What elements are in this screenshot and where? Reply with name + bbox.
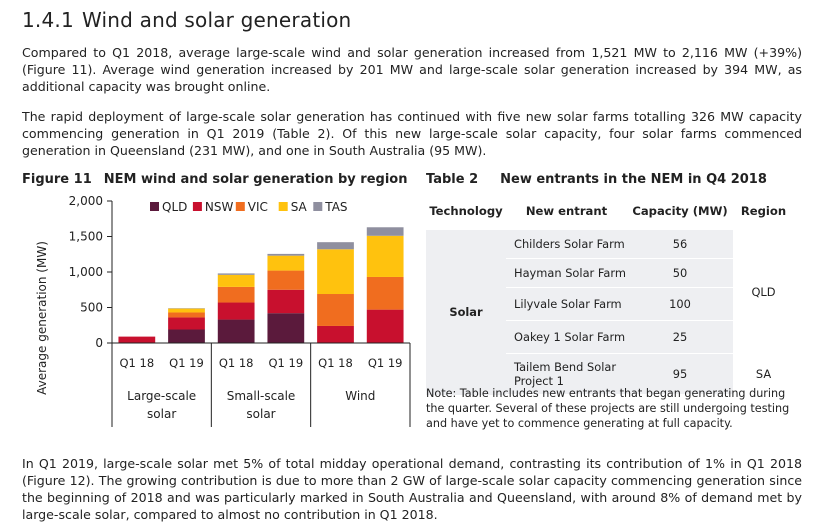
table-row: Solar Childers Solar Farm 56 QLD bbox=[426, 229, 794, 395]
header-technology: Technology bbox=[426, 193, 506, 230]
bar-segment-nsw bbox=[267, 289, 305, 314]
region-cell: SA bbox=[733, 353, 794, 395]
bar-segment-sa bbox=[168, 308, 205, 313]
group-label: Wind bbox=[345, 389, 375, 403]
bar-segment-sa bbox=[366, 235, 404, 277]
y-axis: 2,000 1,500 1,000 500 0 bbox=[69, 194, 113, 350]
y-tick-label: 1,000 bbox=[69, 265, 103, 279]
capacity-cell: 100 bbox=[627, 287, 733, 321]
group-label: Large-scale bbox=[127, 389, 196, 403]
bar-segment-vic bbox=[168, 312, 205, 318]
legend-label-tas: TAS bbox=[324, 200, 347, 214]
legend-swatch-nsw bbox=[192, 202, 202, 211]
header-region: Region bbox=[733, 193, 794, 230]
table-row: Lilyvale Solar Farm 100 bbox=[426, 287, 794, 321]
legend-label-qld: QLD bbox=[162, 200, 187, 214]
figure-caption: Figure 11 NEM wind and solar generation b… bbox=[22, 172, 407, 187]
legend-swatch-qld bbox=[150, 202, 159, 211]
generation-chart: Average generation (MW) 2,000 1,500 1,000 5… bbox=[35, 194, 411, 427]
bar-segment-qld bbox=[217, 319, 255, 343]
bar-segment-vic bbox=[267, 270, 305, 290]
group-label: solar bbox=[246, 407, 275, 421]
paragraph-deployment: The rapid deployment of large-scale sola… bbox=[22, 109, 802, 158]
x-tick-label: Q1 19 bbox=[268, 356, 303, 370]
technology-cell: Solar bbox=[426, 229, 506, 395]
bar-series bbox=[118, 227, 404, 343]
bar-segment-sa bbox=[317, 249, 354, 295]
x-axis: Q1 18 Q1 19 Q1 18 Q1 19 Q1 18 Q1 19 Large-scal… bbox=[111, 342, 411, 427]
y-tick-label: 1,500 bbox=[69, 230, 103, 244]
legend-label-vic: VIC bbox=[248, 200, 268, 214]
bar-segment-nsw bbox=[168, 317, 205, 330]
bar-segment-tas bbox=[366, 227, 404, 236]
header-new-entrant: New entrant bbox=[506, 193, 627, 230]
x-tick-label: Q1 19 bbox=[169, 356, 204, 370]
y-tick-label: 500 bbox=[80, 301, 103, 315]
bar-segment-nsw bbox=[366, 309, 404, 343]
figure-label: Figure 11 bbox=[22, 172, 92, 187]
bar-segment-vic bbox=[217, 286, 255, 303]
section-heading: 1.4.1 Wind and solar generation bbox=[22, 8, 351, 32]
entrant-cell: Tailem Bend Solar Project 1 bbox=[506, 353, 627, 395]
legend-label-sa: SA bbox=[291, 200, 308, 214]
entrant-cell: Childers Solar Farm bbox=[506, 229, 627, 259]
capacity-cell: 25 bbox=[627, 320, 733, 354]
bar-segment-qld bbox=[267, 313, 305, 343]
table-header-row: Technology New entrant Capacity (MW) Reg… bbox=[426, 193, 794, 230]
bar-segment-nsw bbox=[317, 325, 354, 343]
paragraph-demand: In Q1 2019, large-scale solar met 5% of … bbox=[22, 456, 802, 522]
bar-segment-qld bbox=[168, 329, 205, 343]
section-title: Wind and solar generation bbox=[82, 8, 352, 32]
entrant-cell: Lilyvale Solar Farm bbox=[506, 287, 627, 321]
legend-label-nsw: NSW bbox=[205, 200, 234, 214]
table-row: Oakey 1 Solar Farm 25 bbox=[426, 320, 794, 354]
table-row: Tailem Bend Solar Project 1 95 SA bbox=[426, 353, 794, 395]
x-tick-label: Q1 18 bbox=[219, 356, 254, 370]
bar-segment-tas bbox=[267, 253, 305, 256]
bar-segment-nsw bbox=[217, 302, 255, 320]
y-tick-label: 2,000 bbox=[69, 194, 103, 208]
x-tick-label: Q1 19 bbox=[368, 356, 403, 370]
x-tick-label: Q1 18 bbox=[318, 356, 353, 370]
bar-segment-sa bbox=[267, 255, 305, 271]
bar-segment-sa bbox=[217, 274, 255, 287]
table-row: Hayman Solar Farm 50 bbox=[426, 258, 794, 288]
table-title: New entrants in the NEM in Q4 2018 bbox=[500, 172, 767, 187]
table-note: Note: Table includes new entrants that b… bbox=[426, 387, 790, 430]
entrant-cell: Oakey 1 Solar Farm bbox=[506, 320, 627, 354]
new-entrants-table: Technology New entrant Capacity (MW) Reg… bbox=[426, 193, 794, 395]
table-caption: Table 2 New entrants in the NEM in Q4 201… bbox=[426, 172, 767, 187]
bar-segment-nsw bbox=[118, 336, 156, 343]
section-number: 1.4.1 bbox=[22, 8, 74, 32]
entrant-cell: Hayman Solar Farm bbox=[506, 258, 627, 288]
paragraph-intro: Compared to Q1 2018, average large-scale… bbox=[22, 45, 802, 94]
region-cell: QLD bbox=[733, 229, 794, 354]
capacity-cell: 56 bbox=[627, 229, 733, 259]
bar-segment-vic bbox=[366, 276, 404, 310]
legend-swatch-vic bbox=[235, 202, 245, 211]
header-capacity: Capacity (MW) bbox=[627, 193, 733, 230]
legend-swatch-tas bbox=[313, 202, 323, 211]
legend-swatch-sa bbox=[278, 202, 288, 211]
capacity-cell: 95 bbox=[627, 353, 733, 395]
group-label: solar bbox=[147, 407, 176, 421]
y-tick-label: 0 bbox=[95, 336, 103, 350]
chart-legend: QLD NSW VIC SA TAS bbox=[150, 200, 348, 214]
bar-segment-vic bbox=[317, 294, 354, 326]
table-label: Table 2 bbox=[426, 172, 479, 187]
x-tick-label: Q1 18 bbox=[119, 356, 154, 370]
capacity-cell: 50 bbox=[627, 258, 733, 288]
group-label: Small-scale bbox=[227, 389, 296, 403]
y-axis-label: Average generation (MW) bbox=[35, 241, 49, 395]
figure-title: NEM wind and solar generation by region bbox=[103, 172, 408, 187]
bar-segment-tas bbox=[217, 273, 255, 275]
bar-segment-tas bbox=[317, 242, 354, 250]
